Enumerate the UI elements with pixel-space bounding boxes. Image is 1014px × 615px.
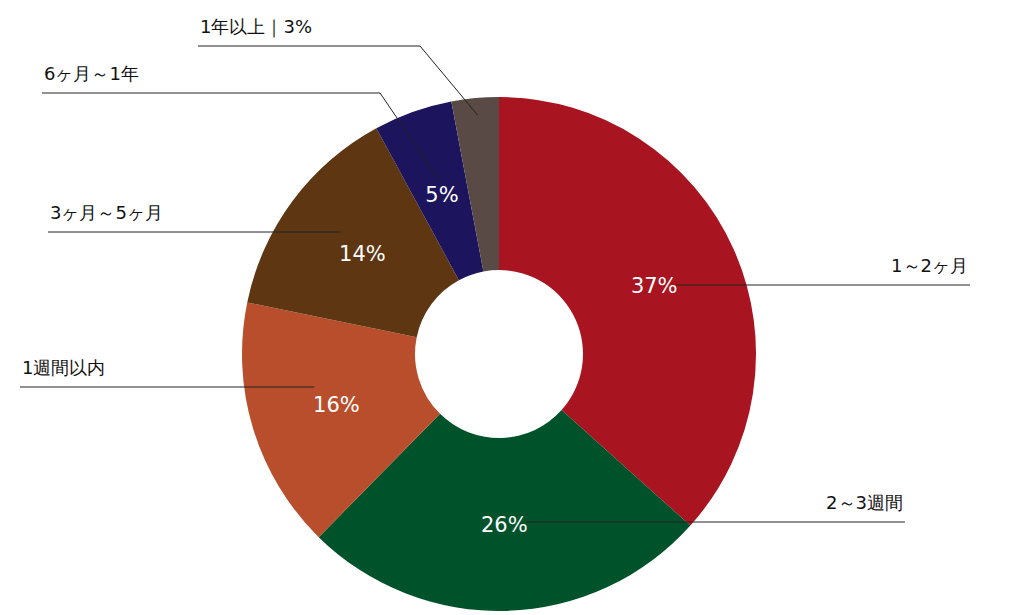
category-label: 1年以上｜3%: [200, 16, 312, 38]
leader-line: [526, 522, 905, 523]
category-label: 2～3週間: [826, 492, 903, 513]
value-label: 26%: [481, 513, 528, 537]
category-label: 1～2ヶ月: [891, 255, 968, 276]
category-label: 6ヶ月～1年: [44, 63, 139, 84]
leader-line: [676, 285, 970, 286]
leader-line: [48, 232, 340, 233]
value-label: 16%: [313, 393, 360, 417]
value-label: 5%: [425, 183, 458, 207]
leader-line: [20, 387, 314, 388]
slices: [242, 97, 756, 611]
leader-line: [42, 93, 442, 184]
chart: 1～2ヶ月 37% 2～3週間 26% 1週間以内 16% 3ヶ月～5ヶ月 14% 6ヶ月～1年…: [0, 0, 1014, 615]
value-label: 14%: [339, 242, 386, 266]
category-label: 3ヶ月～5ヶ月: [50, 202, 163, 223]
labels: 1～2ヶ月 37% 2～3週間 26% 1週間以内 16% 3ヶ月～5ヶ月 14% 6ヶ月～1年…: [20, 16, 970, 537]
category-label: 1週間以内: [22, 357, 105, 378]
leader-line: [198, 46, 478, 115]
slice: [242, 302, 440, 537]
value-label: 37%: [631, 274, 678, 298]
